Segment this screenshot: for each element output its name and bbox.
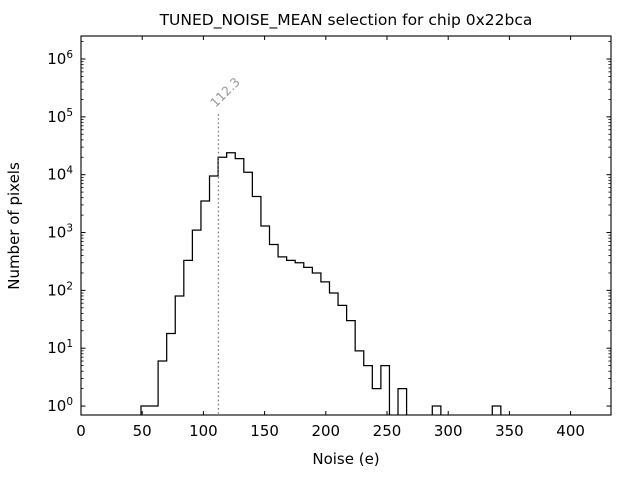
x-axis-tick-labels: 0 50 100 150 200 250 300 350 400 xyxy=(76,422,585,440)
y-ticklabel-1e1: 101 xyxy=(47,338,73,357)
y-axis-minor-ticks xyxy=(81,41,611,390)
x-ticklabel-150: 150 xyxy=(250,422,279,440)
y-axis-label: Number of pixels xyxy=(5,162,23,290)
x-ticklabel-350: 350 xyxy=(495,422,524,440)
axes-frame xyxy=(80,35,612,416)
y-axis-major-ticks xyxy=(81,58,611,407)
y-ticklabel-1e4: 104 xyxy=(47,165,73,184)
mean-vline-label: 112.3 xyxy=(207,74,243,110)
histogram-step-outline xyxy=(140,152,502,415)
x-ticklabel-400: 400 xyxy=(556,422,585,440)
x-axis-label: Noise (e) xyxy=(312,450,379,468)
y-ticklabel-1e5: 105 xyxy=(47,107,73,126)
y-axis-tick-labels: 100 101 102 103 104 105 106 xyxy=(47,49,73,415)
x-ticklabel-300: 300 xyxy=(434,422,463,440)
x-ticklabel-100: 100 xyxy=(189,422,218,440)
x-ticklabel-0: 0 xyxy=(76,422,86,440)
x-axis-major-ticks xyxy=(80,36,572,415)
x-ticklabel-50: 50 xyxy=(133,422,152,440)
y-ticklabel-1e6: 106 xyxy=(47,49,73,68)
x-ticklabel-250: 250 xyxy=(373,422,402,440)
mean-vline-label-group: 112.3 xyxy=(207,74,243,110)
x-ticklabel-200: 200 xyxy=(311,422,340,440)
y-ticklabel-1e0: 100 xyxy=(47,396,73,415)
y-ticklabel-1e3: 103 xyxy=(47,223,73,242)
chart-title: TUNED_NOISE_MEAN selection for chip 0x22… xyxy=(159,11,533,30)
y-ticklabel-1e2: 102 xyxy=(47,280,73,299)
